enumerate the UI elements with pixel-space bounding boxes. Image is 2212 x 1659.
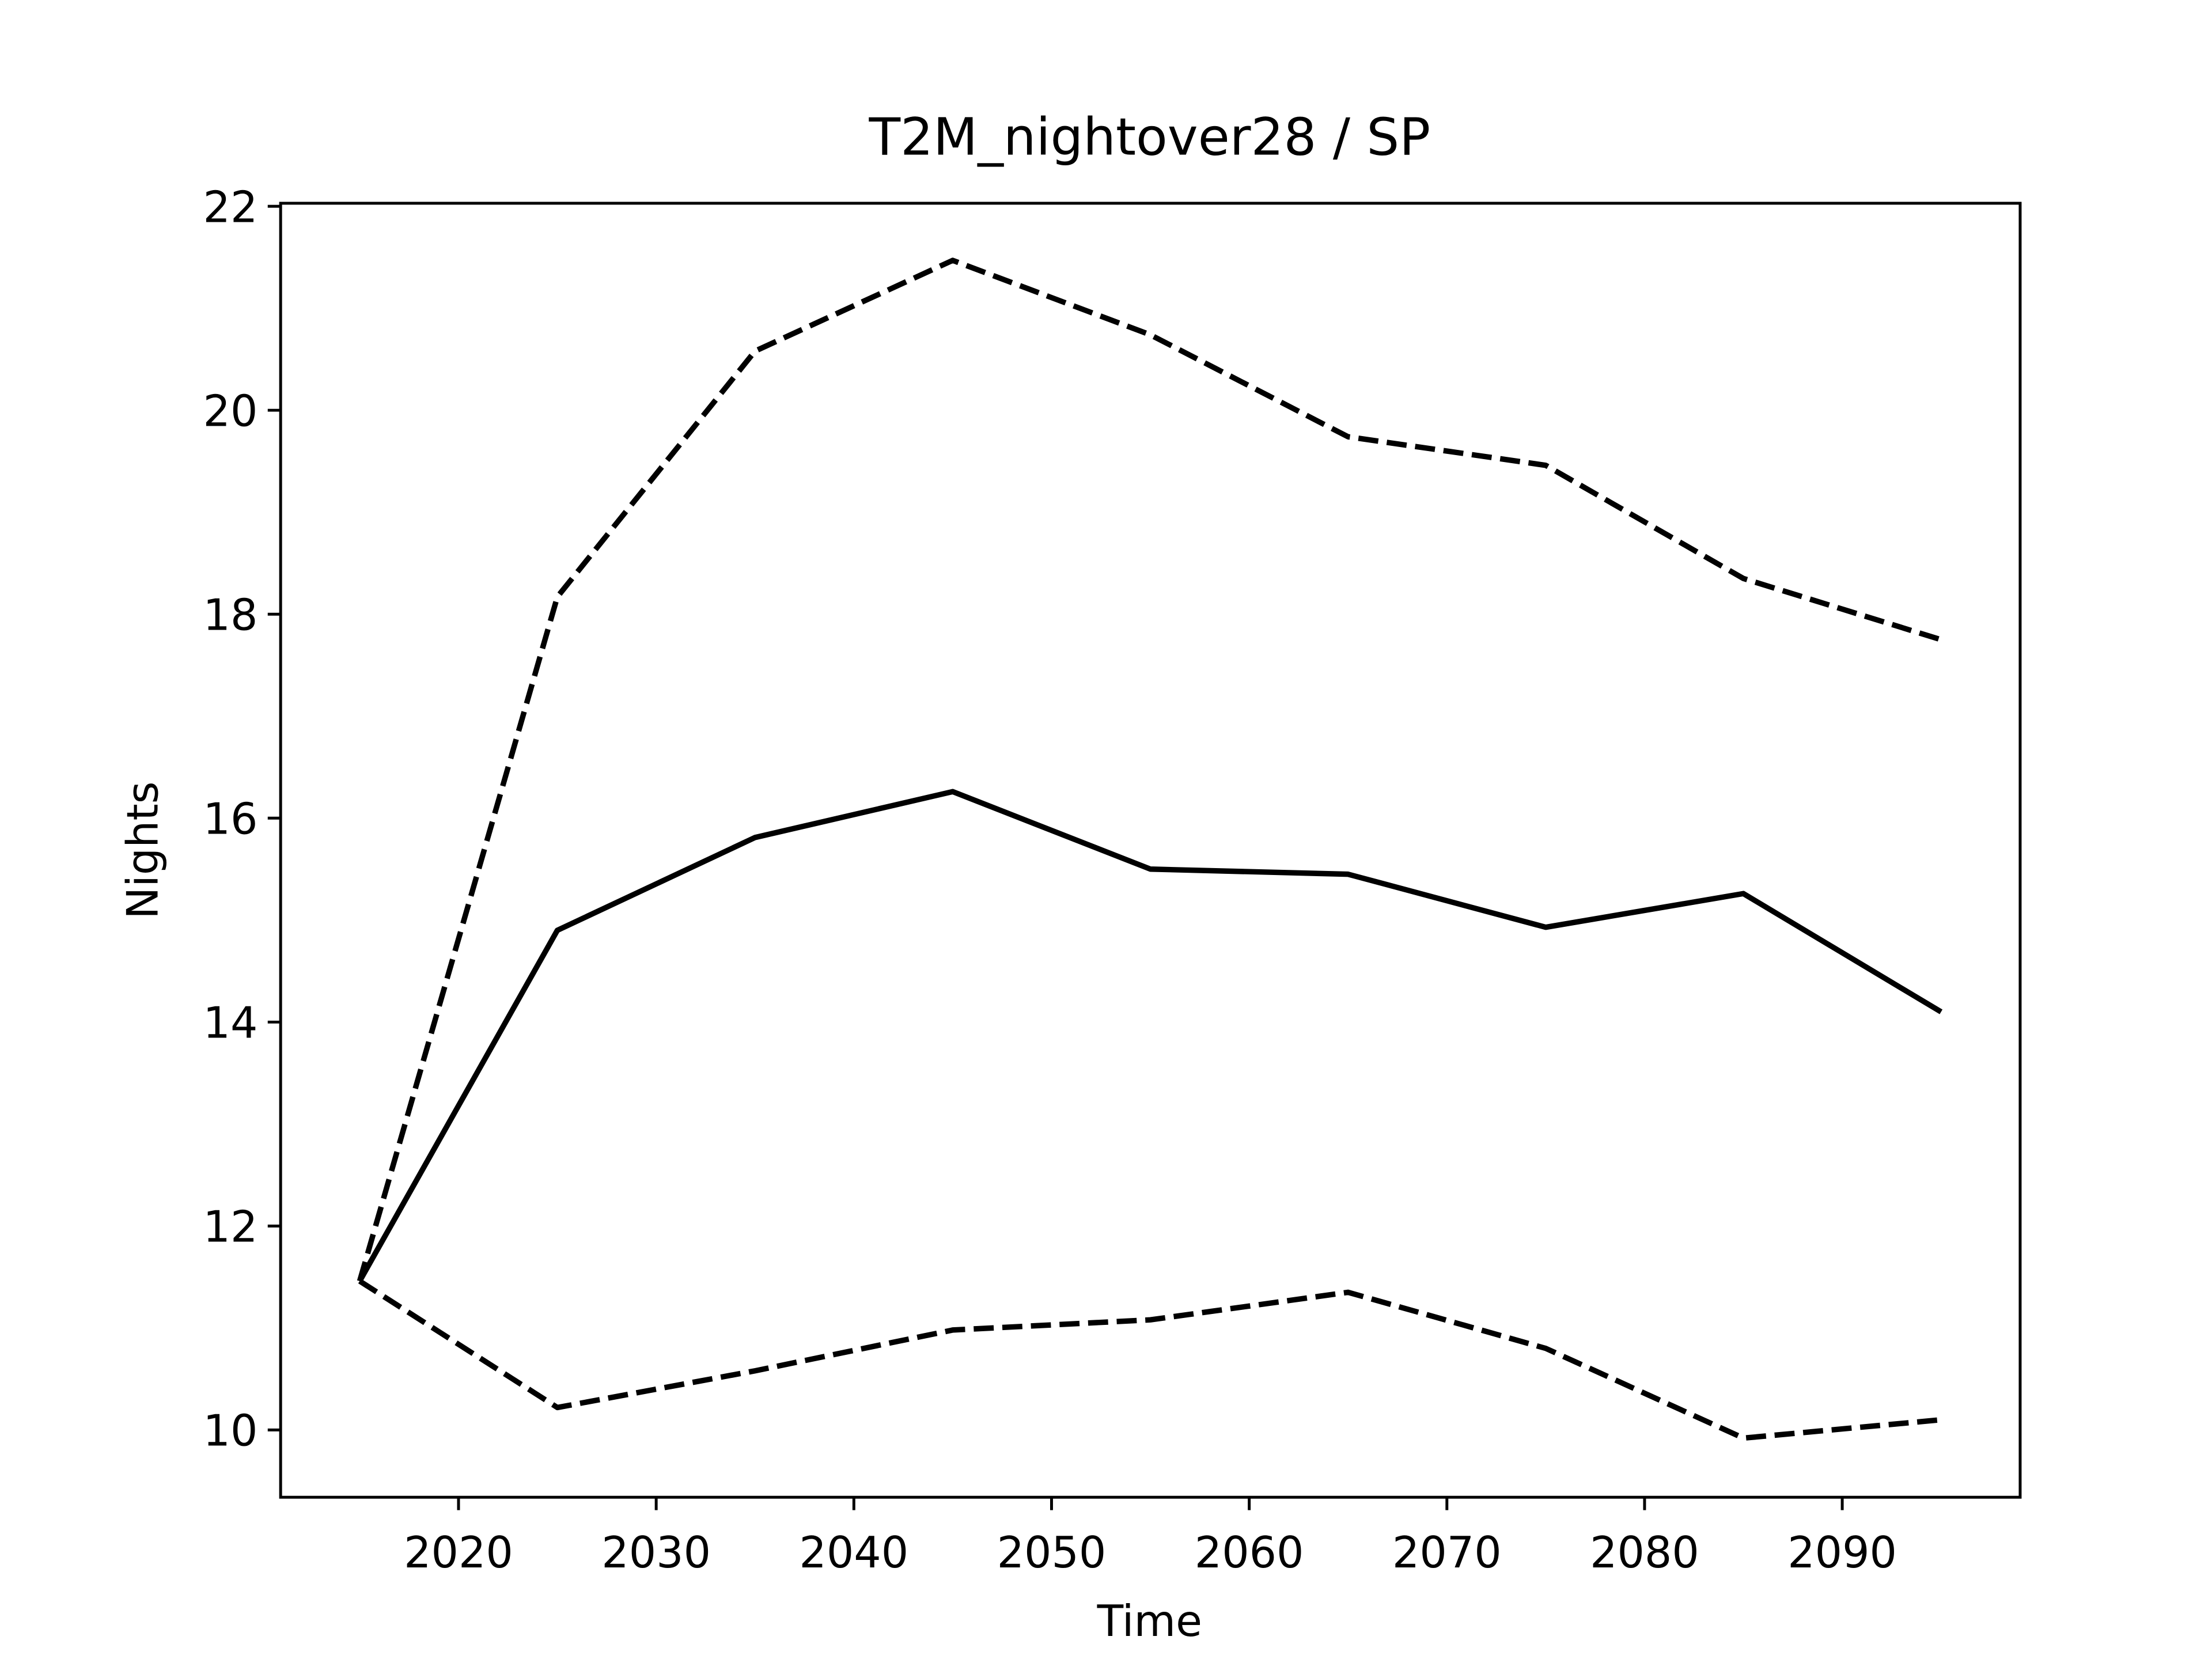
x-tick-label: 2020 bbox=[404, 1528, 513, 1578]
y-tick-label: 20 bbox=[203, 387, 258, 437]
y-axis-label: Nights bbox=[118, 781, 168, 919]
x-tick-label: 2070 bbox=[1392, 1528, 1502, 1578]
plot-frame bbox=[279, 202, 2022, 1499]
y-tick-label: 22 bbox=[203, 183, 258, 233]
y-tick-label: 16 bbox=[203, 794, 258, 844]
x-tick-label: 2060 bbox=[1195, 1528, 1304, 1578]
y-tick-label: 12 bbox=[203, 1202, 258, 1252]
y-tick-label: 18 bbox=[203, 590, 258, 641]
x-tick-label: 2040 bbox=[799, 1528, 908, 1578]
x-axis-label: Time bbox=[1097, 1596, 1202, 1646]
line-series bbox=[357, 789, 1943, 1283]
x-tick-label: 2030 bbox=[601, 1528, 711, 1578]
x-tick-label: 2090 bbox=[1787, 1528, 1897, 1578]
y-tick-label: 14 bbox=[203, 998, 258, 1048]
line-series bbox=[358, 1278, 1942, 1441]
line-series bbox=[357, 257, 1942, 1282]
chart-title: T2M_nightover28 / SP bbox=[868, 107, 1430, 167]
x-tick-label: 2050 bbox=[997, 1528, 1107, 1578]
y-tick-label: 10 bbox=[203, 1406, 258, 1456]
x-tick-label: 2080 bbox=[1590, 1528, 1699, 1578]
